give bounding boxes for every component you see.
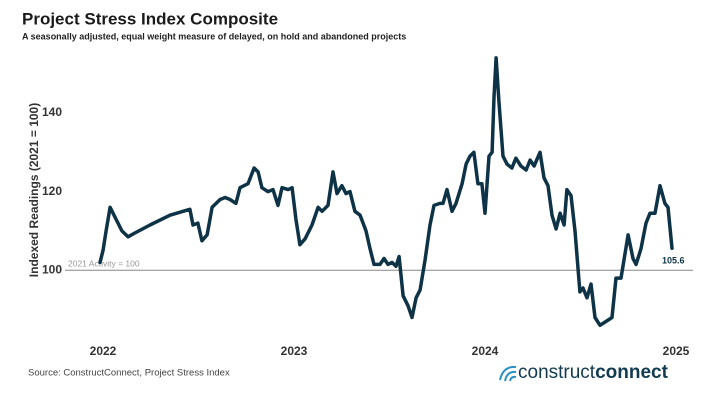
y-tick-label: 100 [42,262,62,276]
logo: constructconnect [499,362,669,383]
logo-text: constructconnect [518,362,669,383]
line-series [98,56,674,328]
source: Source: ConstructConnect, Project Stress… [28,368,230,379]
logo-part: construct [518,362,596,383]
x-tick-label: 2023 [281,344,308,358]
x-tick-label: 2022 [90,344,117,358]
logo-icon [499,365,517,382]
y-tick-label: 120 [42,184,62,198]
y-tick-label: 140 [42,105,62,119]
reference-label: 2021 Activity = 100 [68,259,140,269]
chart-title: Project Stress Index Composite [22,9,278,28]
x-tick-label: 2025 [663,344,690,358]
y-axis-label: Indexed Readings (2021 = 100) [27,103,41,277]
x-tick-label: 2024 [472,344,499,358]
chart-subtitle: A seasonally adjusted, equal weight meas… [22,31,406,41]
end-value-label: 105.6 [662,256,685,266]
logo-part: connect [595,362,669,383]
